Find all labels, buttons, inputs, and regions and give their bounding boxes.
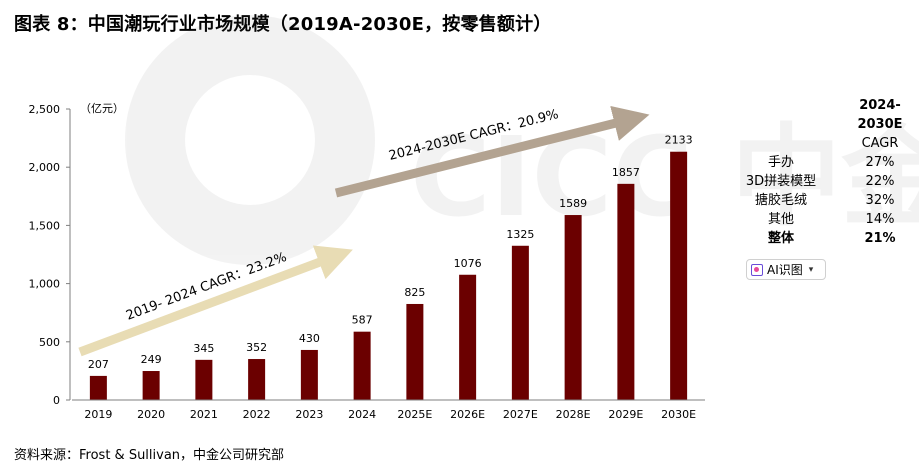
x-tick-label: 2021 xyxy=(190,408,218,421)
row-value: 27% xyxy=(865,155,895,170)
x-tick-label: 2023 xyxy=(295,408,323,421)
cagr-table-header: 2024-2030E xyxy=(857,98,903,132)
bar-value-label: 1325 xyxy=(506,228,534,241)
chevron-down-icon: ▾ xyxy=(808,264,814,275)
bar-value-label: 345 xyxy=(193,342,214,355)
bar-value-label: 1857 xyxy=(612,166,640,179)
row-value: 32% xyxy=(865,193,895,208)
y-tick-label: 2,000 xyxy=(29,161,61,174)
row-category: 整体 xyxy=(767,231,794,246)
bar-2020 xyxy=(142,371,160,400)
bar-2019 xyxy=(89,375,107,400)
bar-value-label: 2133 xyxy=(665,134,693,147)
x-tick-label: 2019 xyxy=(84,408,112,421)
y-tick-label: 1,500 xyxy=(29,219,61,232)
bar-2025E xyxy=(406,303,424,400)
bar-value-label: 1589 xyxy=(559,197,587,210)
x-tick-label: 2022 xyxy=(243,408,271,421)
watermark-text: CICC 中金公司 xyxy=(410,113,919,241)
bar-2027E xyxy=(511,245,529,400)
bar-2030E xyxy=(670,151,688,400)
table-row: 手办 27% xyxy=(720,153,918,172)
cagr-arrow-2024-2030 xyxy=(334,105,650,198)
y-axis: 0 500 1,000 1,500 2,000 2,500 xyxy=(29,103,71,407)
cagr-table: 2024-2030E CAGR 手办 27% 3D拼装模型 22% 搪胶毛绒 3… xyxy=(720,96,918,248)
x-tick-label: 2030E xyxy=(661,408,696,421)
bar-value-label: 207 xyxy=(88,358,109,371)
row-category: 3D拼装模型 xyxy=(745,174,817,189)
table-row: 其他 14% xyxy=(720,210,918,229)
row-category: 搪胶毛绒 xyxy=(754,193,807,208)
row-value: 22% xyxy=(865,174,895,189)
y-tick-label: 500 xyxy=(39,336,60,349)
bar-value-label: 249 xyxy=(141,353,162,366)
x-tick-label: 2024 xyxy=(348,408,376,421)
bars xyxy=(89,151,688,400)
ai-scan-icon xyxy=(751,263,763,276)
bar-value-label: 430 xyxy=(299,332,320,345)
bar-2026E xyxy=(459,274,477,400)
y-tick-label: 0 xyxy=(53,394,60,407)
table-row: 3D拼装模型 22% xyxy=(720,172,918,191)
source-note: 资料来源：Frost & Sullivan，中金公司研究部 xyxy=(14,448,285,463)
row-value: 21% xyxy=(864,231,896,246)
bar-2021 xyxy=(195,359,213,400)
bar-value-labels: 207 249 345 352 430 587 825 1076 1325 1589 1857 213… xyxy=(88,134,693,371)
bar-value-label: 587 xyxy=(352,314,373,327)
ai-button-label: AI识图 xyxy=(767,263,803,277)
bar-value-label: 825 xyxy=(404,286,425,299)
page-title: 图表 8：中国潮玩行业市场规模（2019A-2030E，按零售额计） xyxy=(14,14,552,35)
x-tick-label: 2026E xyxy=(450,408,485,421)
bar-2022 xyxy=(248,359,266,400)
y-tick-label: 2,500 xyxy=(29,103,61,116)
cagr-arrow-2019-2024 xyxy=(78,245,353,357)
bar-2029E xyxy=(617,183,635,400)
x-tick-label: 2027E xyxy=(503,408,538,421)
row-category: 手办 xyxy=(767,155,794,170)
bar-2023 xyxy=(300,349,318,400)
bar-value-label: 1076 xyxy=(454,257,482,270)
row-value: 14% xyxy=(865,212,895,227)
row-category: 其他 xyxy=(767,212,794,227)
x-tick-label: 2029E xyxy=(608,408,643,421)
bar-2028E xyxy=(564,215,582,400)
ai-image-recognition-button[interactable]: AI识图 ▾ xyxy=(746,259,826,280)
x-tick-label: 2028E xyxy=(556,408,591,421)
table-row-total: 整体 21% xyxy=(720,229,918,248)
x-tick-label: 2020 xyxy=(137,408,165,421)
bar-2024 xyxy=(353,331,371,400)
y-tick-label: 1,000 xyxy=(29,278,61,291)
cagr-table-subheader: CAGR xyxy=(861,136,899,151)
unit-label: （亿元） xyxy=(80,102,124,115)
table-row: 搪胶毛绒 32% xyxy=(720,191,918,210)
cicc-watermark: CICC 中金公司 xyxy=(125,15,919,265)
x-axis-labels: 2019 2020 2021 2022 2023 2024 2025E 2026E 2027E 2… xyxy=(84,408,696,421)
bar-value-label: 352 xyxy=(246,341,267,354)
x-tick-label: 2025E xyxy=(397,408,432,421)
